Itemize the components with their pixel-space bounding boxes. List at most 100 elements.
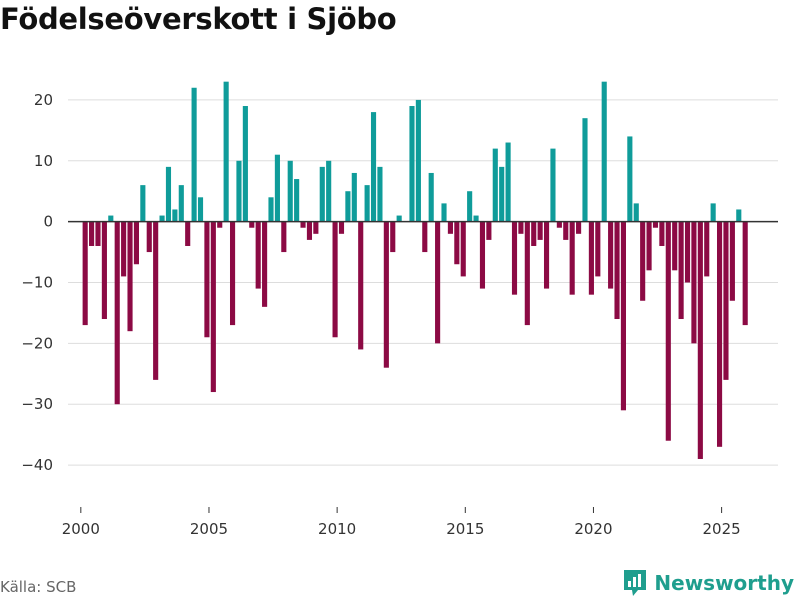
bar xyxy=(313,221,319,234)
bar xyxy=(409,106,415,222)
bar xyxy=(588,221,594,295)
bar xyxy=(479,221,486,289)
bar xyxy=(691,221,697,344)
bar xyxy=(563,221,569,240)
bar xyxy=(89,221,95,246)
bar xyxy=(415,99,421,222)
y-tick-label: 10 xyxy=(34,152,53,170)
bar xyxy=(383,221,389,368)
bar xyxy=(595,221,601,277)
bar xyxy=(390,221,396,253)
bar xyxy=(255,221,261,289)
bar xyxy=(294,179,300,222)
bar xyxy=(652,221,659,228)
bar xyxy=(121,221,127,277)
x-tick-label: 2005 xyxy=(190,520,228,538)
bar xyxy=(736,209,742,222)
bar xyxy=(543,221,550,289)
bar xyxy=(620,221,627,411)
newsworthy-logo-icon xyxy=(624,570,647,596)
bar xyxy=(608,221,614,289)
bar xyxy=(300,221,306,228)
bar xyxy=(108,215,114,222)
bar xyxy=(159,215,165,222)
bar xyxy=(377,166,383,222)
bar xyxy=(242,106,248,222)
bar xyxy=(140,185,146,222)
bar xyxy=(178,185,184,222)
y-tick-label: 20 xyxy=(34,91,53,109)
bar xyxy=(326,160,332,222)
x-tick-label: 2020 xyxy=(574,520,612,538)
bar xyxy=(556,221,562,228)
chart-title: Födelseöverskott i Sjöbo xyxy=(0,2,397,36)
bar xyxy=(505,142,511,222)
bar xyxy=(550,148,556,222)
bar xyxy=(524,221,530,326)
bar xyxy=(473,215,479,222)
bar xyxy=(146,221,152,253)
bar xyxy=(486,221,492,240)
bar xyxy=(684,221,691,283)
gridlines xyxy=(68,99,778,466)
bar xyxy=(172,209,178,222)
bar xyxy=(537,221,543,240)
bar xyxy=(127,221,133,332)
bar xyxy=(627,136,633,222)
bar xyxy=(364,185,370,222)
bar xyxy=(742,221,748,326)
bar xyxy=(217,221,223,228)
bar xyxy=(428,172,434,222)
bar xyxy=(499,166,505,222)
bar xyxy=(204,221,210,338)
bar xyxy=(210,221,216,393)
bar xyxy=(95,221,101,246)
bar xyxy=(197,197,204,222)
bar xyxy=(351,172,357,222)
bar xyxy=(262,221,268,307)
x-tick-label: 2010 xyxy=(318,520,356,538)
bar xyxy=(422,221,428,253)
bar xyxy=(646,221,652,271)
bar xyxy=(659,221,665,246)
bar xyxy=(114,221,120,405)
bar xyxy=(511,221,518,295)
y-tick-label: 0 xyxy=(43,213,53,231)
bar xyxy=(447,221,453,234)
bar xyxy=(672,221,678,271)
bar xyxy=(582,118,588,222)
bar xyxy=(576,221,582,234)
bar xyxy=(716,221,723,447)
bar xyxy=(370,112,377,222)
bar xyxy=(569,221,575,295)
bar xyxy=(319,166,325,222)
bar xyxy=(345,191,351,222)
y-tick-label: −40 xyxy=(21,456,53,474)
bar xyxy=(710,203,716,222)
bar xyxy=(723,221,729,380)
y-tick-label: −10 xyxy=(21,274,53,292)
bar xyxy=(614,221,620,320)
bar xyxy=(454,221,460,265)
bar xyxy=(729,221,735,301)
y-tick-label: −30 xyxy=(21,395,53,413)
bar xyxy=(633,203,639,222)
bar xyxy=(441,203,447,222)
bar xyxy=(358,221,364,350)
brand-logo[interactable]: Newsworthy xyxy=(622,568,794,598)
bar xyxy=(678,221,684,320)
bars xyxy=(82,81,748,459)
bar xyxy=(697,221,703,459)
bar xyxy=(185,221,191,246)
x-tick-label: 2015 xyxy=(446,520,484,538)
bar xyxy=(287,160,293,222)
bar xyxy=(249,221,255,228)
bar xyxy=(518,221,524,234)
y-tick-label: −20 xyxy=(21,334,53,352)
bar xyxy=(133,221,139,265)
bar xyxy=(332,221,338,338)
bar xyxy=(492,148,498,222)
x-tick-label: 2025 xyxy=(703,520,741,538)
